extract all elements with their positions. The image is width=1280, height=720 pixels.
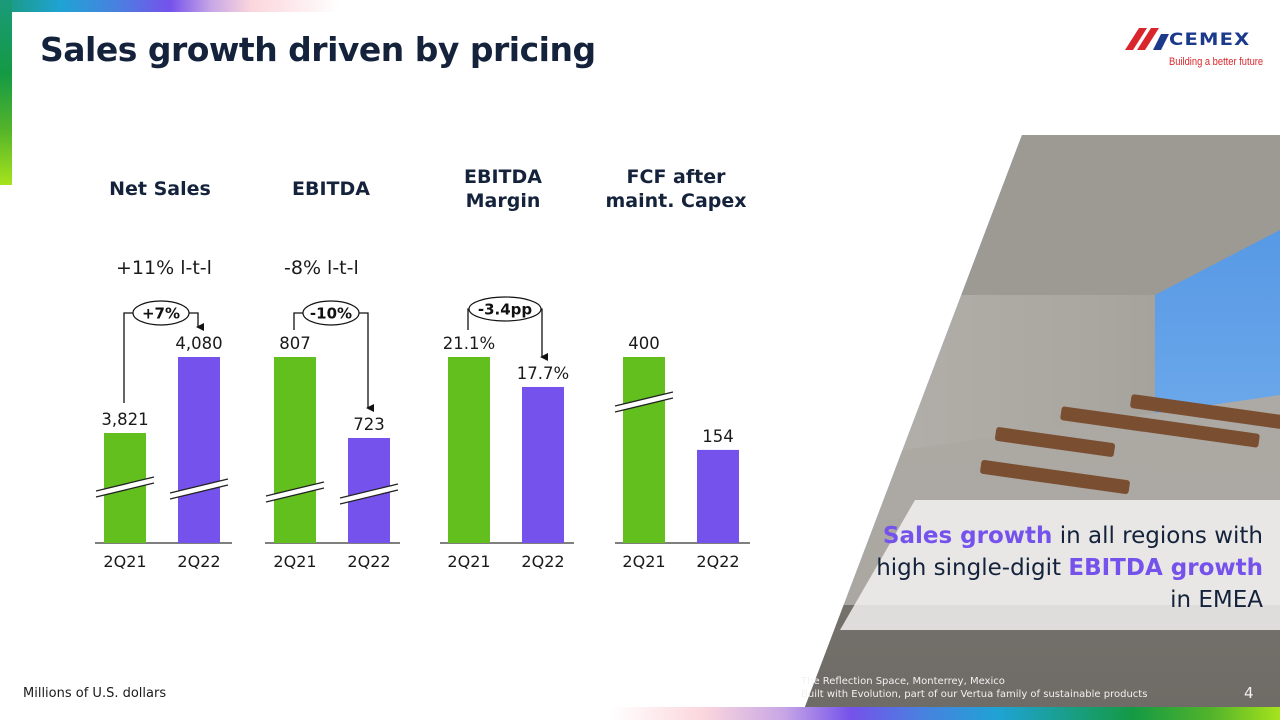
kpi-heading-ebitda: EBITDA [241,177,421,201]
bar-value-label: 400 [628,334,660,353]
change-arrow [189,312,204,331]
axis-break-line [265,481,325,497]
kpi-heading-line: EBITDA [464,166,542,188]
category-label: 2Q22 [177,552,220,571]
axis-break-line [339,489,399,505]
kpi-heading-line: maint. Capex [605,190,747,212]
kpi-heading-line: Net Sales [109,178,211,200]
axis-break-line [265,487,325,503]
bar-2q21 [623,357,665,543]
axis-break-gap [96,477,154,497]
top-accent-bar [0,0,340,12]
axis-break-line [614,391,674,407]
change-badge-label: -10% [310,305,352,323]
change-arrow [540,308,548,361]
axis-break-gap [170,479,228,499]
kpi-heading-line: FCF after [626,166,726,188]
bar-value-label: 17.7% [517,364,569,383]
category-label: 2Q22 [347,552,390,571]
axis-break-gap [266,482,324,502]
bar-2q21 [448,357,490,543]
kpi-heading-net-sales: Net Sales [70,177,250,201]
axis-break-line [169,484,229,500]
bar-2q22 [178,357,220,543]
bar-value-label: 21.1% [443,334,495,353]
kpi-bar-charts: 3,821 2Q21 4,080 2Q22 +7% 807 2Q21 723 2Q22 -10% 2… [95,296,750,571]
category-label: 2Q21 [273,552,316,571]
change-badge [302,300,360,326]
caption-text: in EMEA [1170,587,1263,613]
kpi-heading-ebitda-margin: EBITDA Margin [413,165,593,213]
photo-credit: The Reflection Space, Monterrey, Mexico … [801,676,1147,701]
logo-tagline: Building a better future [1169,56,1264,68]
kpi-heading-line: Margin [465,190,541,212]
change-badge [468,296,542,322]
building-photo [800,135,1280,720]
axis-break-line [614,397,674,413]
bar-2q22 [697,449,739,543]
bar-value-label: 154 [702,427,734,446]
caption-text: in all regions with high single-digit [876,523,1263,581]
slide-title: Sales growth driven by pricing [40,30,596,69]
photo-credit-line: Built with Evolution, part of our Vertua… [801,688,1148,700]
axis-break-line [95,482,155,498]
category-label: 2Q21 [447,552,490,571]
change-connector [467,308,469,330]
logo-stripes-icon [1125,28,1169,50]
net-sales-lfl-growth: +11% l-t-l [116,257,212,279]
bar-2q22 [522,386,564,543]
logo-wordmark: CEMEX [1169,30,1251,50]
bar-value-label: 723 [353,415,385,434]
bottom-accent-bar [610,707,1280,720]
category-label: 2Q22 [521,552,564,571]
change-badge [132,300,190,326]
caption-backdrop [840,500,1280,630]
bar-value-label: 3,821 [101,410,148,429]
photo-credit-line: The Reflection Space, Monterrey, Mexico [801,676,1005,687]
cemex-logo: CEMEX Building a better future [1125,28,1265,73]
key-message: Sales growth in all regions with high si… [863,520,1263,616]
axis-break-line [169,478,229,494]
change-connector [123,312,133,403]
page-number: 4 [1244,684,1254,702]
category-label: 2Q21 [103,552,146,571]
ebitda-lfl-growth: -8% l-t-l [284,257,359,279]
bar-value-label: 807 [279,334,311,353]
axis-break-gap [615,392,673,412]
category-label: 2Q21 [622,552,665,571]
axis-break-gap [340,484,398,504]
caption-highlight: EBITDA growth [1068,555,1263,581]
axis-break-line [339,483,399,499]
change-arrow [359,312,374,412]
change-connector [293,312,303,330]
left-accent-bar [0,0,12,185]
axis-break-line [95,476,155,492]
change-badge-label: -3.4pp [478,301,533,319]
kpi-heading-line: EBITDA [292,178,370,200]
bar-value-label: 4,080 [175,334,222,353]
units-footnote: Millions of U.S. dollars [23,686,167,701]
bar-2q21 [274,357,316,543]
caption-highlight: Sales growth [882,523,1053,549]
change-badge-label: +7% [142,305,180,323]
kpi-heading-fcf: FCF after maint. Capex [586,165,766,213]
category-label: 2Q22 [696,552,739,571]
